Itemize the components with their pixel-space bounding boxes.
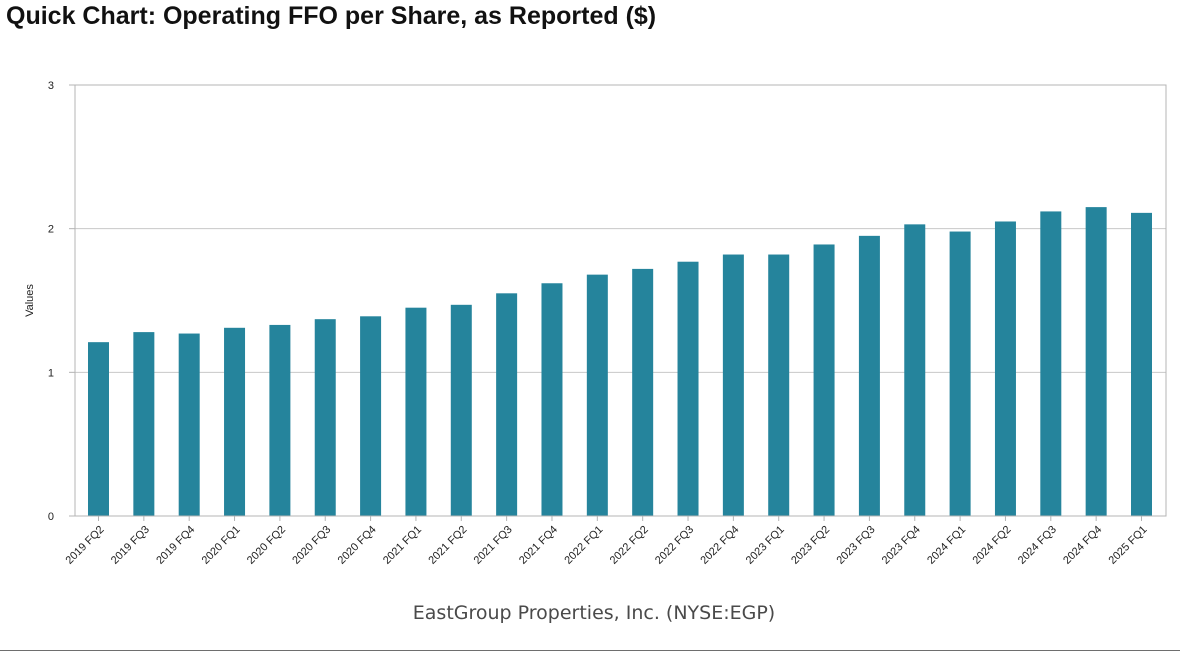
bar [677, 261, 699, 516]
x-tick-label: 2020 FQ2 [245, 524, 288, 567]
page-title: Quick Chart: Operating FFO per Share, as… [6, 2, 657, 30]
x-tick-label: 2024 FQ4 [1061, 524, 1104, 567]
bar [1040, 211, 1062, 516]
x-tick-layer: 2019 FQ2 2019 FQ3 2019 FQ4 2020 FQ1 2020 FQ2… [64, 516, 1150, 567]
x-tick-label: 2019 FQ2 [64, 524, 107, 567]
x-tick-label: 2024 FQ2 [970, 524, 1013, 567]
bar [632, 268, 654, 516]
bars-layer [88, 207, 1152, 517]
bottom-divider [0, 650, 1180, 651]
x-tick-label: 2021 FQ1 [381, 524, 424, 567]
bar [314, 319, 336, 516]
y-tick-label: 1 [48, 367, 54, 379]
bar [360, 316, 382, 516]
y-axis-label: Values [24, 284, 36, 317]
bar [722, 254, 744, 516]
bar [88, 342, 109, 516]
x-tick-label: 2019 FQ4 [154, 524, 197, 567]
x-tick-label: 2024 FQ3 [1016, 524, 1059, 567]
bar [858, 235, 880, 516]
x-axis-label: EastGroup Properties, Inc. (NYSE:EGP) [413, 602, 775, 624]
bar [586, 274, 608, 516]
y-tick-label: 3 [48, 80, 54, 92]
x-tick-label: 2025 FQ1 [1107, 524, 1150, 567]
grid-layer [75, 228, 1166, 373]
bar [768, 254, 790, 516]
bar [224, 327, 246, 516]
x-tick-label: 2023 FQ1 [744, 524, 787, 567]
plot-frame [74, 84, 1167, 517]
x-tick-label: 2022 FQ1 [562, 524, 605, 567]
x-tick-label: 2021 FQ3 [472, 524, 515, 567]
x-tick-label: 2021 FQ2 [426, 524, 469, 567]
x-tick-label: 2023 FQ4 [880, 524, 923, 567]
x-tick-label: 2020 FQ3 [290, 524, 333, 567]
bar [813, 244, 835, 516]
x-tick-label: 2022 FQ3 [653, 524, 696, 567]
x-tick-label: 2022 FQ4 [698, 524, 741, 567]
x-tick-label: 2022 FQ2 [608, 524, 651, 567]
bar [178, 333, 200, 516]
bar [904, 224, 926, 516]
bar [1131, 212, 1152, 516]
y-tick-layer: 0 1 2 3 [48, 80, 75, 523]
x-tick-label: 2023 FQ2 [789, 524, 832, 567]
bar [269, 324, 291, 516]
bar [994, 221, 1016, 516]
y-tick-label: 0 [48, 511, 54, 523]
x-tick-label: 2021 FQ4 [517, 524, 560, 567]
x-tick-label: 2023 FQ3 [834, 524, 877, 567]
bar [1085, 207, 1107, 516]
x-tick-label: 2020 FQ4 [336, 524, 379, 567]
bar [450, 304, 472, 516]
bar [405, 307, 427, 516]
bar [496, 293, 518, 516]
x-tick-label: 2024 FQ1 [925, 524, 968, 567]
bar [949, 231, 971, 517]
x-tick-label: 2019 FQ3 [109, 524, 152, 567]
y-tick-label: 2 [48, 224, 54, 236]
bar [541, 283, 563, 516]
x-tick-label: 2020 FQ1 [200, 524, 243, 567]
bar [133, 332, 155, 516]
